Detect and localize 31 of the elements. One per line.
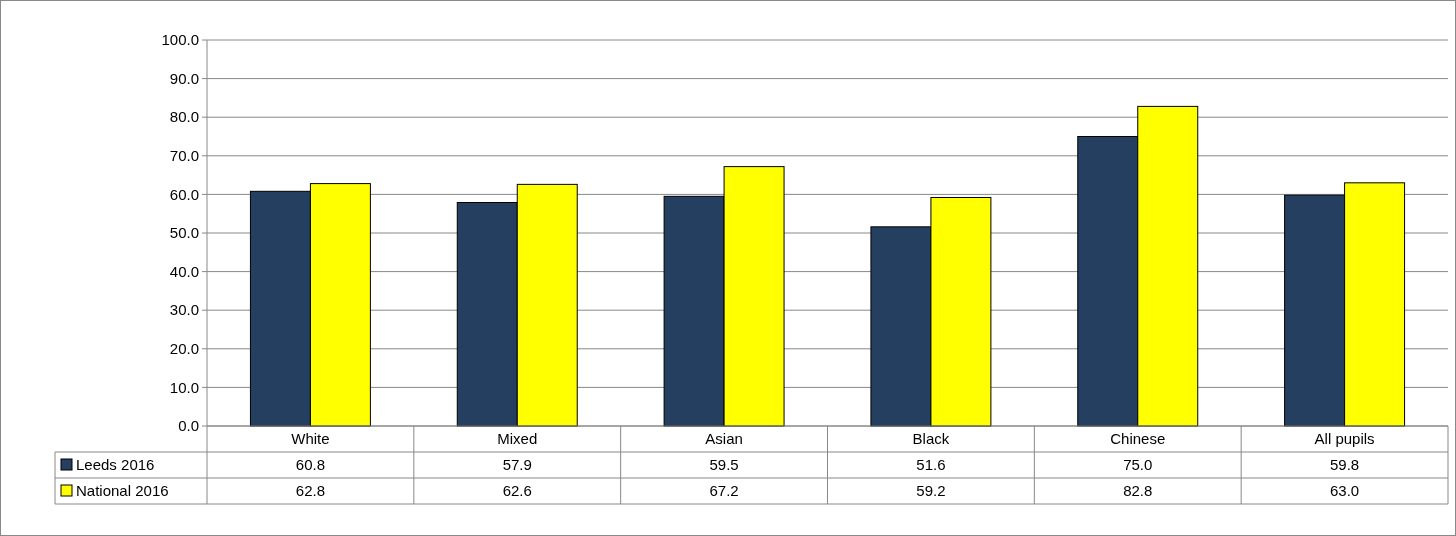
y-tick-label: 30.0	[169, 301, 199, 319]
y-tick-label: 90.0	[169, 69, 199, 87]
data-label: 51.6	[916, 456, 946, 474]
x-tick-label: All pupils	[1314, 430, 1375, 448]
legend-label: National 2016	[76, 482, 169, 500]
y-tick-label: 40.0	[169, 262, 199, 280]
data-label: 59.5	[709, 456, 739, 474]
y-tick-label: 50.0	[169, 224, 199, 242]
x-tick-label: White	[291, 430, 330, 448]
y-tick-label: 10.0	[169, 378, 199, 396]
x-tick-label: Black	[912, 430, 950, 448]
x-tick-label: Mixed	[497, 430, 538, 448]
data-label: 82.8	[1123, 482, 1153, 500]
data-label: 62.6	[502, 482, 532, 500]
data-label: 63.0	[1329, 482, 1360, 500]
data-label: 57.9	[502, 456, 532, 474]
y-tick-label: 100.0	[161, 31, 199, 49]
data-label: 67.2	[709, 482, 739, 500]
legend-label: Leeds 2016	[76, 456, 155, 474]
data-label: 59.8	[1329, 456, 1360, 474]
data-label: 60.8	[295, 456, 326, 474]
y-tick-label: 80.0	[169, 108, 199, 126]
data-label: 75.0	[1123, 456, 1153, 474]
y-tick-label: 0.0	[178, 417, 199, 435]
y-tick-label: 20.0	[169, 340, 199, 358]
y-tick-label: 70.0	[169, 147, 199, 165]
x-tick-label: Chinese	[1110, 430, 1166, 448]
data-label: 62.8	[295, 482, 326, 500]
x-tick-label: Asian	[705, 430, 743, 448]
y-tick-label: 60.0	[169, 185, 199, 203]
data-label: 59.2	[916, 482, 946, 500]
